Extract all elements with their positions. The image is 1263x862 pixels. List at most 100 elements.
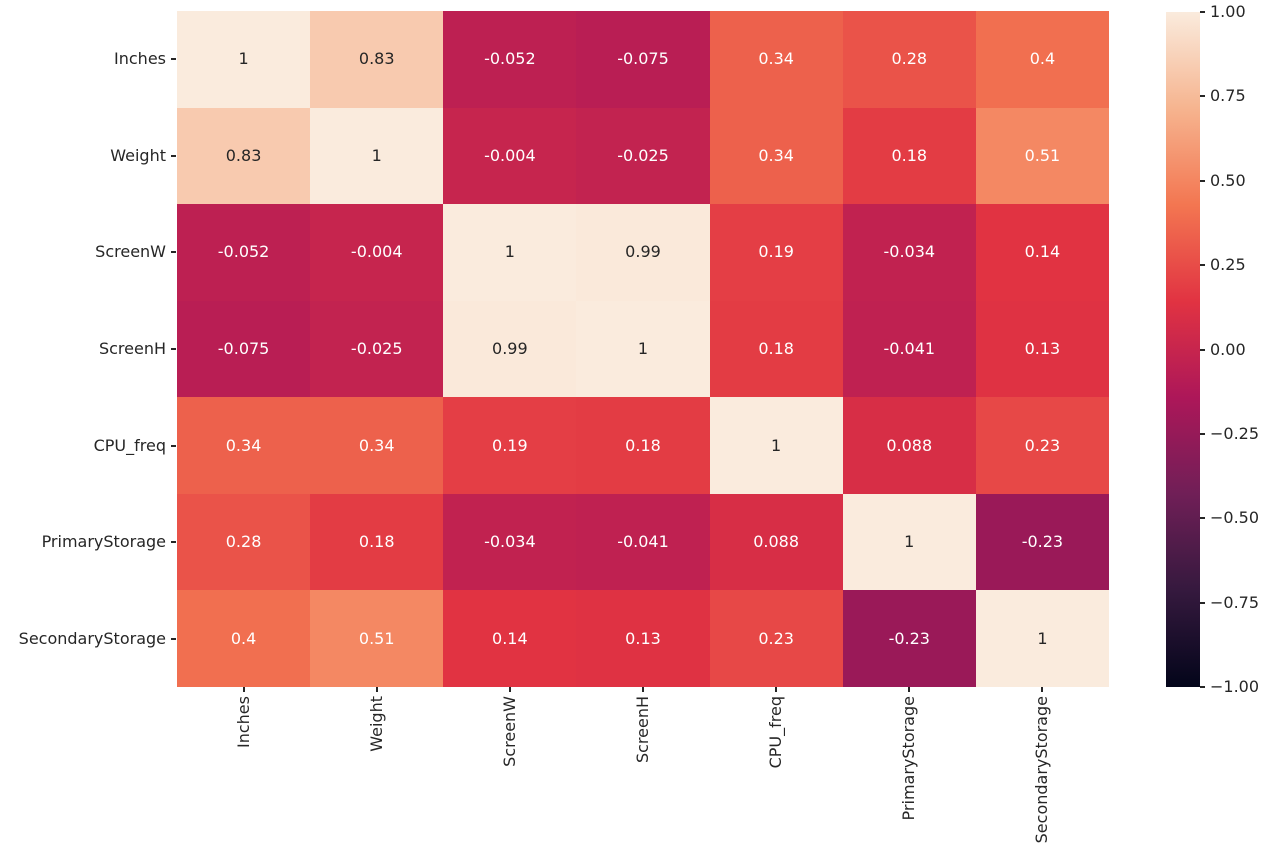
heatmap-cell: 0.34 <box>709 107 843 205</box>
cell-value: 0.18 <box>625 435 661 455</box>
heatmap-cell: 0.23 <box>975 397 1109 494</box>
heatmap-cell: -0.052 <box>177 204 311 301</box>
cell-value: 0.4 <box>230 628 257 648</box>
cell-value: 1 <box>238 49 249 69</box>
cell-value: 0.13 <box>1024 338 1061 358</box>
cell-value: 0.14 <box>1024 242 1061 262</box>
colorbar-tick-label: −0.50 <box>1210 508 1260 528</box>
y-tick-label: ScreenH <box>98 339 166 358</box>
colorbar-tick-mark <box>1200 686 1205 688</box>
cell-value: 0.51 <box>358 628 395 648</box>
heatmap-cell: -0.034 <box>443 493 577 591</box>
colorbar-tick-mark <box>1200 11 1205 13</box>
x-tick-label-text: SecondaryStorage <box>1032 696 1052 844</box>
cell-value: 0.34 <box>225 435 262 455</box>
heatmap-cell: 0.83 <box>310 11 444 108</box>
y-tick-label: ScreenW <box>95 242 166 262</box>
cell-value: -0.025 <box>617 145 669 165</box>
x-tick-label-text: CPU_freq <box>766 696 786 769</box>
colorbar-tick-label: 0.50 <box>1210 170 1246 190</box>
heatmap-cell: 0.18 <box>310 493 444 591</box>
cell-value: -0.23 <box>1021 532 1064 552</box>
cell-value: 1 <box>904 532 915 552</box>
cell-value: -0.075 <box>217 338 270 358</box>
cell-value: -0.052 <box>217 242 270 262</box>
heatmap-cell: 0.13 <box>975 300 1109 398</box>
cell-value: 1 <box>771 435 782 455</box>
cell-value: 0.99 <box>625 242 661 262</box>
y-tick-label: PrimaryStorage <box>41 532 166 552</box>
cell-value: 0.34 <box>758 145 794 165</box>
cell-value: 1 <box>637 338 649 358</box>
cell-value: -0.052 <box>484 49 536 69</box>
cell-value: 0.51 <box>1024 145 1061 165</box>
heatmap-cell: 0.088 <box>842 397 976 494</box>
heatmap-cell: -0.041 <box>842 300 976 398</box>
cell-value: 1 <box>1037 628 1048 648</box>
heatmap-cell: -0.025 <box>576 107 710 205</box>
x-tick-label-text: Inches <box>233 696 253 748</box>
cell-value: 0.99 <box>492 338 528 358</box>
heatmap-cell: 0.34 <box>177 397 311 494</box>
y-tick-mark <box>171 251 176 254</box>
x-tick-label: ScreenW <box>443 696 576 858</box>
cell-value: -0.034 <box>883 242 936 262</box>
x-tick-label: Weight <box>310 696 443 858</box>
y-tick-label: Weight <box>110 145 166 165</box>
heatmap-cell: 0.23 <box>709 590 843 687</box>
cell-value: 0.83 <box>358 49 395 69</box>
x-tick-mark <box>642 687 644 692</box>
x-tick-label: PrimaryStorage <box>843 696 976 858</box>
colorbar-tick-mark <box>1200 348 1205 351</box>
y-tick-mark <box>171 637 176 640</box>
heatmap-cell: 0.18 <box>709 300 843 398</box>
heatmap-cell: 0.13 <box>576 590 710 687</box>
heatmap-cell: -0.075 <box>576 11 710 108</box>
cell-value: 0.23 <box>758 628 794 648</box>
cell-value: 0.34 <box>758 49 794 69</box>
heatmap-cell: 1 <box>177 11 311 108</box>
heatmap-cell: 0.51 <box>310 590 444 687</box>
y-tick-mark <box>171 58 176 61</box>
cell-value: 0.13 <box>625 628 661 648</box>
colorbar-tick-label: 1.00 <box>1210 2 1246 21</box>
heatmap-cell: 1 <box>576 300 710 398</box>
cell-value: -0.041 <box>883 338 936 358</box>
colorbar-gradient <box>1166 12 1200 687</box>
cell-value: -0.23 <box>888 628 930 648</box>
cell-value: 0.19 <box>758 242 794 262</box>
colorbar-tick-label: −0.75 <box>1210 592 1260 612</box>
cell-value: 0.088 <box>886 435 933 455</box>
heatmap-cell: 0.14 <box>975 204 1109 301</box>
x-tick-mark <box>375 687 378 692</box>
cell-value: 0.34 <box>358 435 395 455</box>
heatmap-cell: 0.14 <box>443 590 577 687</box>
colorbar-tick-mark <box>1200 179 1205 182</box>
heatmap-cell: 1 <box>975 590 1109 687</box>
cell-value: 1 <box>504 242 515 262</box>
cell-value: -0.041 <box>617 532 669 552</box>
colorbar-tick-mark <box>1200 601 1205 604</box>
x-tick-mark <box>1041 687 1044 692</box>
heatmap-cell: -0.034 <box>842 204 976 301</box>
colorbar-tick-mark <box>1200 264 1205 267</box>
cell-value: -0.004 <box>350 242 403 262</box>
colorbar-tick-label: 0.25 <box>1210 255 1246 275</box>
heatmap-grid: 1 0.83 -0.052 -0.075 0.34 0.28 0.4 0.83 1 -0.004 -… <box>177 11 1109 687</box>
cell-value: 0.088 <box>753 532 800 552</box>
heatmap-cell: 1 <box>709 397 843 494</box>
x-tick-mark <box>508 687 511 692</box>
x-tick-mark <box>242 687 245 692</box>
heatmap-cell: 0.18 <box>576 397 710 494</box>
heatmap-cell: 1 <box>842 493 976 591</box>
x-tick-label-text: Weight <box>366 696 386 752</box>
heatmap-cell: 0.99 <box>576 204 710 301</box>
heatmap-cell: -0.23 <box>975 493 1109 591</box>
x-tick-label-text: PrimaryStorage <box>899 696 919 821</box>
colorbar-tick-label: 0.75 <box>1210 86 1246 106</box>
heatmap-cell: 1 <box>310 107 444 205</box>
heatmap-cell: 1 <box>443 204 577 301</box>
heatmap-cell: 0.34 <box>310 397 444 494</box>
heatmap-cell: 0.19 <box>709 204 843 301</box>
heatmap-cell: -0.004 <box>310 204 444 301</box>
